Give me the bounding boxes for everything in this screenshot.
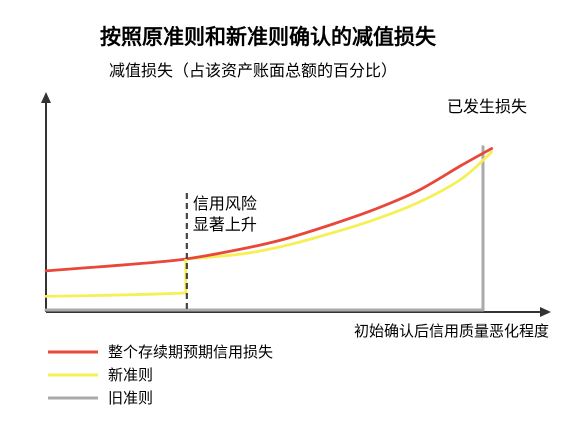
- legend: 整个存续期预期信用损失 新准则 旧准则: [48, 343, 273, 407]
- chart-title: 按照原准则和新准则确认的减值损失: [100, 25, 437, 49]
- series-line-lifetime-ecl: [44, 147, 494, 273]
- incurred-loss-label: 已发生损失: [447, 97, 527, 116]
- series-line-new-standard-2: [184, 150, 494, 261]
- x-axis-label: 初始确认后信用质量恶化程度: [354, 322, 549, 340]
- credit-risk-label-line-1: 信用风险: [193, 194, 257, 213]
- legend-label-lifetime-ecl: 整个存续期预期信用损失: [108, 343, 273, 361]
- series-line-new-standard-1: [44, 291, 188, 298]
- legend-label-old-standard: 旧准则: [108, 389, 153, 407]
- y-axis-arrow-icon: [41, 92, 51, 103]
- credit-risk-label-line-2: 显著上升: [193, 215, 257, 234]
- series-layer: [44, 145, 494, 312]
- x-axis-arrow-icon: [540, 307, 551, 317]
- y-axis-label: 减值损失（占该资产账面总额的百分比）: [109, 61, 397, 80]
- legend-label-new-standard: 新准则: [108, 366, 153, 384]
